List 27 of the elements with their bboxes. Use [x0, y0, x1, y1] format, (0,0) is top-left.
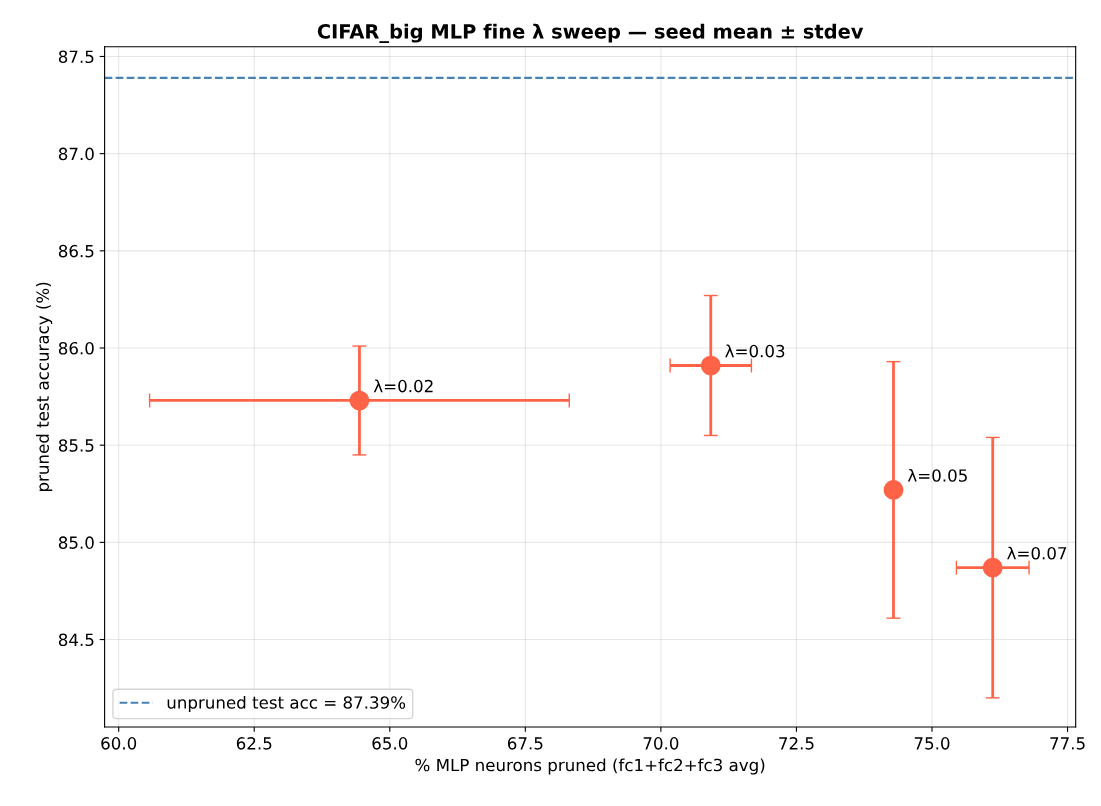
y-tick-label: 84.5: [58, 633, 94, 647]
point: [883, 480, 904, 500]
point: [982, 557, 1003, 578]
chart-title: CIFAR_big MLP fine λ sweep — seed mean ± stdev: [317, 23, 864, 43]
x-tick-label: 72.5: [779, 737, 814, 750]
point: [349, 390, 370, 411]
x-tick-label: 62.5: [236, 737, 272, 750]
x-tick-label: 77.5: [1050, 737, 1085, 750]
legend-label: unpruned test acc = 87.39%: [167, 695, 406, 713]
x-axis-title: % MLP neurons pruned (fc1+fc2+fc3 avg): [415, 758, 765, 775]
point: [700, 355, 721, 376]
annotation: λ=0.07: [1007, 546, 1067, 560]
x-tick-label: 65.0: [372, 737, 408, 750]
y-tick-label: 87.0: [58, 147, 94, 161]
y-tick-label: 86.5: [58, 244, 94, 258]
annotation: λ=0.03: [725, 344, 785, 358]
x-tick-label: 75.0: [914, 737, 950, 750]
y-tick-label: 87.5: [58, 50, 94, 64]
y-axis-title: pruned test accuracy (%): [36, 282, 53, 492]
x-tick-label: 70.0: [643, 737, 679, 750]
annotation: λ=0.05: [907, 468, 967, 482]
y-tick-label: 85.0: [58, 536, 94, 549]
x-tick-label: 67.5: [507, 737, 543, 750]
y-tick-label: 85.5: [58, 439, 94, 452]
annotation: λ=0.02: [373, 379, 433, 393]
x-tick-label: 60.0: [101, 737, 137, 750]
y-tick-label: 86.0: [58, 341, 94, 355]
